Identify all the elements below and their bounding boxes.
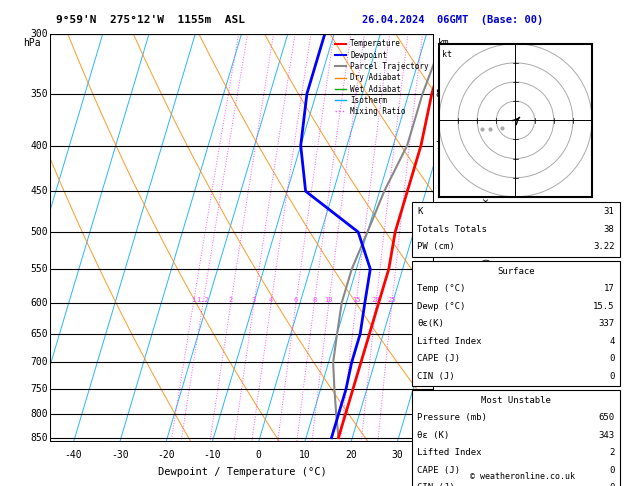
Text: 20: 20 [345,450,357,460]
Text: ASL: ASL [438,52,455,62]
Text: Dewp (°C): Dewp (°C) [417,302,465,311]
Text: 300: 300 [30,29,48,39]
Text: PW (cm): PW (cm) [417,243,455,251]
Text: θε (K): θε (K) [417,431,449,440]
Text: 0: 0 [609,372,615,381]
Text: 5: 5 [436,264,442,274]
Text: 31: 31 [604,208,615,216]
Text: 3: 3 [436,358,442,367]
Text: 0: 0 [609,466,615,475]
Text: Mixing Ratio (g/kg): Mixing Ratio (g/kg) [480,187,489,289]
Legend: Temperature, Dewpoint, Parcel Trajectory, Dry Adiabat, Wet Adiabat, Isotherm, Mi: Temperature, Dewpoint, Parcel Trajectory… [333,38,430,118]
Text: 17: 17 [604,284,615,293]
Text: 2: 2 [609,449,615,457]
Text: 2: 2 [229,297,233,303]
Text: θε(K): θε(K) [417,319,444,328]
Text: 4: 4 [436,298,442,308]
Text: 3: 3 [252,297,256,303]
Text: 0: 0 [609,354,615,363]
Text: 7: 7 [436,140,442,151]
Text: 38: 38 [604,225,615,234]
Text: 600: 600 [30,298,48,308]
Text: 4: 4 [609,337,615,346]
Text: 650: 650 [598,414,615,422]
Text: 15: 15 [352,297,360,303]
Text: 25: 25 [387,297,396,303]
Text: 10: 10 [325,297,333,303]
Text: 26.04.2024  06GMT  (Base: 00): 26.04.2024 06GMT (Base: 00) [362,15,543,25]
Text: 10: 10 [299,450,311,460]
Text: © weatheronline.co.uk: © weatheronline.co.uk [470,472,574,481]
Text: CAPE (J): CAPE (J) [417,466,460,475]
Text: 1: 1 [191,297,196,303]
Text: 9°59'N  275°12'W  1155m  ASL: 9°59'N 275°12'W 1155m ASL [57,15,245,25]
Text: 6: 6 [294,297,298,303]
Text: 1.2: 1.2 [197,297,209,303]
Text: 4: 4 [269,297,273,303]
Text: 700: 700 [30,358,48,367]
Text: 650: 650 [30,329,48,339]
Text: Totals Totals: Totals Totals [417,225,487,234]
Text: Pressure (mb): Pressure (mb) [417,414,487,422]
Text: 337: 337 [598,319,615,328]
Text: -10: -10 [203,450,221,460]
Text: 350: 350 [30,89,48,99]
Text: Lifted Index: Lifted Index [417,337,482,346]
Text: 550: 550 [30,264,48,274]
Text: 30: 30 [391,450,403,460]
Text: Lifted Index: Lifted Index [417,449,482,457]
Text: hPa: hPa [23,38,41,48]
Text: Dewpoint / Temperature (°C): Dewpoint / Temperature (°C) [158,467,326,477]
Text: -30: -30 [111,450,128,460]
Text: 0: 0 [609,484,615,486]
Text: Surface: Surface [497,267,535,276]
Text: Most Unstable: Most Unstable [481,396,551,405]
Text: Temp (°C): Temp (°C) [417,284,465,293]
Text: kt: kt [442,50,452,59]
Text: 343: 343 [598,431,615,440]
Text: 450: 450 [30,186,48,196]
Text: km: km [438,38,450,48]
Text: CAPE (J): CAPE (J) [417,354,460,363]
Text: 800: 800 [30,409,48,419]
Text: 15.5: 15.5 [593,302,615,311]
Text: -20: -20 [157,450,175,460]
Text: 8: 8 [436,89,442,99]
Text: 400: 400 [30,140,48,151]
Text: 850: 850 [30,433,48,443]
Text: 8: 8 [312,297,316,303]
Text: 2: 2 [436,409,442,419]
Text: CIN (J): CIN (J) [417,372,455,381]
Text: K: K [417,208,423,216]
Text: -40: -40 [65,450,82,460]
Text: 500: 500 [30,227,48,237]
Text: 6: 6 [436,227,442,237]
Text: 20: 20 [372,297,381,303]
Text: 0: 0 [255,450,262,460]
Text: 750: 750 [30,384,48,394]
Text: 3.22: 3.22 [593,243,615,251]
Text: CIN (J): CIN (J) [417,484,455,486]
Text: LCL: LCL [436,433,454,443]
